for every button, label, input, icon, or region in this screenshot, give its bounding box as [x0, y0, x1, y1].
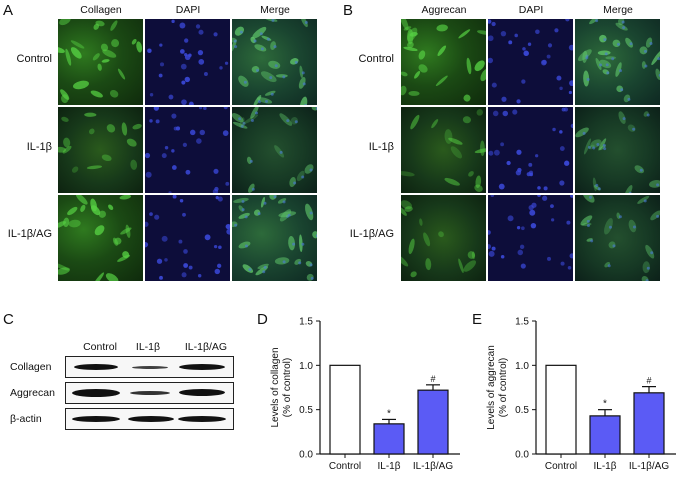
chart-e-significance-mark: * — [603, 399, 607, 410]
wb-band — [179, 364, 225, 370]
panel-a-micrograph-r1c3 — [232, 19, 317, 105]
wb-row-collagen: Collagen — [10, 361, 52, 373]
panel-a-row-il1b: IL-1β — [26, 141, 52, 153]
panel-a-row-control: Control — [16, 53, 52, 65]
panel-e-letter: E — [472, 311, 483, 328]
panel-d-letter: D — [257, 311, 268, 328]
wb-col-il1b-ag: IL-1β/AG — [184, 341, 228, 353]
chart-d-x-tick-label: IL-1β — [378, 461, 401, 472]
panel-a-micrograph-r1c2 — [145, 19, 230, 105]
panel-b-micrograph-r1c2 — [488, 19, 573, 105]
wb-row-beta-actin: β-actin — [10, 413, 42, 425]
panel-a-col-merge: Merge — [260, 4, 290, 16]
chart-d-y-axis-label: Levels of collagen(% of control) — [270, 347, 293, 427]
chart-e-y-tick-label: 0.0 — [515, 450, 529, 461]
chart-e-x-tick-label: IL-1β/AG — [629, 461, 669, 472]
wb-col-il1b: IL-1β — [135, 341, 161, 353]
panel-b-micrograph-r2c3 — [575, 107, 660, 193]
panel-b-micrograph-r3c2 — [488, 195, 573, 281]
panel-c-letter: C — [3, 311, 14, 328]
chart-d-y-tick-label: 0.0 — [299, 450, 313, 461]
panel-a-letter: A — [3, 2, 14, 19]
wb-band — [74, 364, 118, 370]
panel-b-col-merge: Merge — [603, 4, 633, 16]
panel-b-micrograph-r1c3 — [575, 19, 660, 105]
chart-d-significance-mark: # — [430, 374, 435, 384]
wb-band — [72, 389, 120, 397]
panel-b-row-control: Control — [358, 53, 394, 65]
panel-b-micrograph-r1c1 — [401, 19, 486, 105]
chart-d-significance-mark: * — [387, 408, 391, 419]
panel-a-col-collagen: Collagen — [80, 4, 122, 16]
chart-d-y-tick-label: 0.5 — [299, 405, 313, 416]
panel-a-micrograph-r2c3 — [232, 107, 317, 193]
panel-b-letter: B — [343, 2, 354, 19]
panel-a-micrograph-r3c1 — [58, 195, 143, 281]
panel-a-col-dapi: DAPI — [175, 4, 201, 16]
chart-e-y-axis-label: Levels of aggrecan(% of control) — [486, 345, 509, 430]
panel-b-micrograph-r2c1 — [401, 107, 486, 193]
chart-d-bar-2 — [417, 389, 449, 455]
wb-strip-collagen — [65, 356, 234, 378]
panel-a-micrograph-r1c1 — [58, 19, 143, 105]
chart-e-y-tick-label: 0.5 — [515, 405, 529, 416]
wb-strip-beta-actin — [65, 408, 234, 430]
chart-d-y-tick-label: 1.5 — [299, 317, 313, 328]
panel-a-micrograph-r2c1 — [58, 107, 143, 193]
wb-band — [132, 366, 168, 369]
panel-b-col-dapi: DAPI — [518, 4, 544, 16]
panel-b-row-il1b: IL-1β — [368, 141, 394, 153]
chart-e-x-tick-label: Control — [545, 461, 577, 472]
panel-b-row-il1b-ag: IL-1β/AG — [349, 228, 394, 240]
panel-a-row-il1b-ag: IL-1β/AG — [7, 228, 52, 240]
chart-e-x-tick-label: IL-1β — [594, 461, 617, 472]
chart-e-bar-1 — [589, 415, 621, 455]
wb-band — [128, 416, 174, 422]
chart-e-y-tick-label: 1.0 — [515, 361, 529, 372]
wb-band — [72, 416, 120, 422]
chart-e-y-tick-label: 1.5 — [515, 317, 529, 328]
wb-row-aggrecan: Aggrecan — [10, 387, 55, 399]
panel-a-micrograph-r3c3 — [232, 195, 317, 281]
wb-band — [179, 389, 225, 396]
panel-a-micrograph-r2c2 — [145, 107, 230, 193]
panel-b-col-aggrecan: Aggrecan — [421, 4, 467, 16]
panel-a-micrograph-r3c2 — [145, 195, 230, 281]
panel-b-micrograph-r2c2 — [488, 107, 573, 193]
chart-d-bar-0 — [329, 364, 361, 455]
panel-b-micrograph-r3c3 — [575, 195, 660, 281]
wb-band — [130, 391, 170, 395]
chart-aggrecan-levels: 0.0 0.5 1.0 1.5 Levels of aggrecan(% of cont… — [486, 317, 676, 472]
chart-e-bar-0 — [545, 364, 577, 455]
wb-strip-aggrecan — [65, 382, 234, 404]
chart-d-x-tick-label: Control — [329, 461, 361, 472]
chart-d-y-tick-label: 1.0 — [299, 361, 313, 372]
wb-col-control: Control — [83, 341, 117, 353]
chart-d-bar-1 — [373, 423, 405, 455]
panel-b-micrograph-r3c1 — [401, 195, 486, 281]
chart-e-bar-2 — [633, 392, 665, 455]
chart-d-x-tick-label: IL-1β/AG — [413, 461, 453, 472]
chart-e-significance-mark: # — [646, 376, 651, 386]
chart-collagen-levels: 0.0 0.5 1.0 1.5 Levels of collagen(% of cont… — [270, 317, 460, 472]
wb-band — [178, 416, 226, 422]
